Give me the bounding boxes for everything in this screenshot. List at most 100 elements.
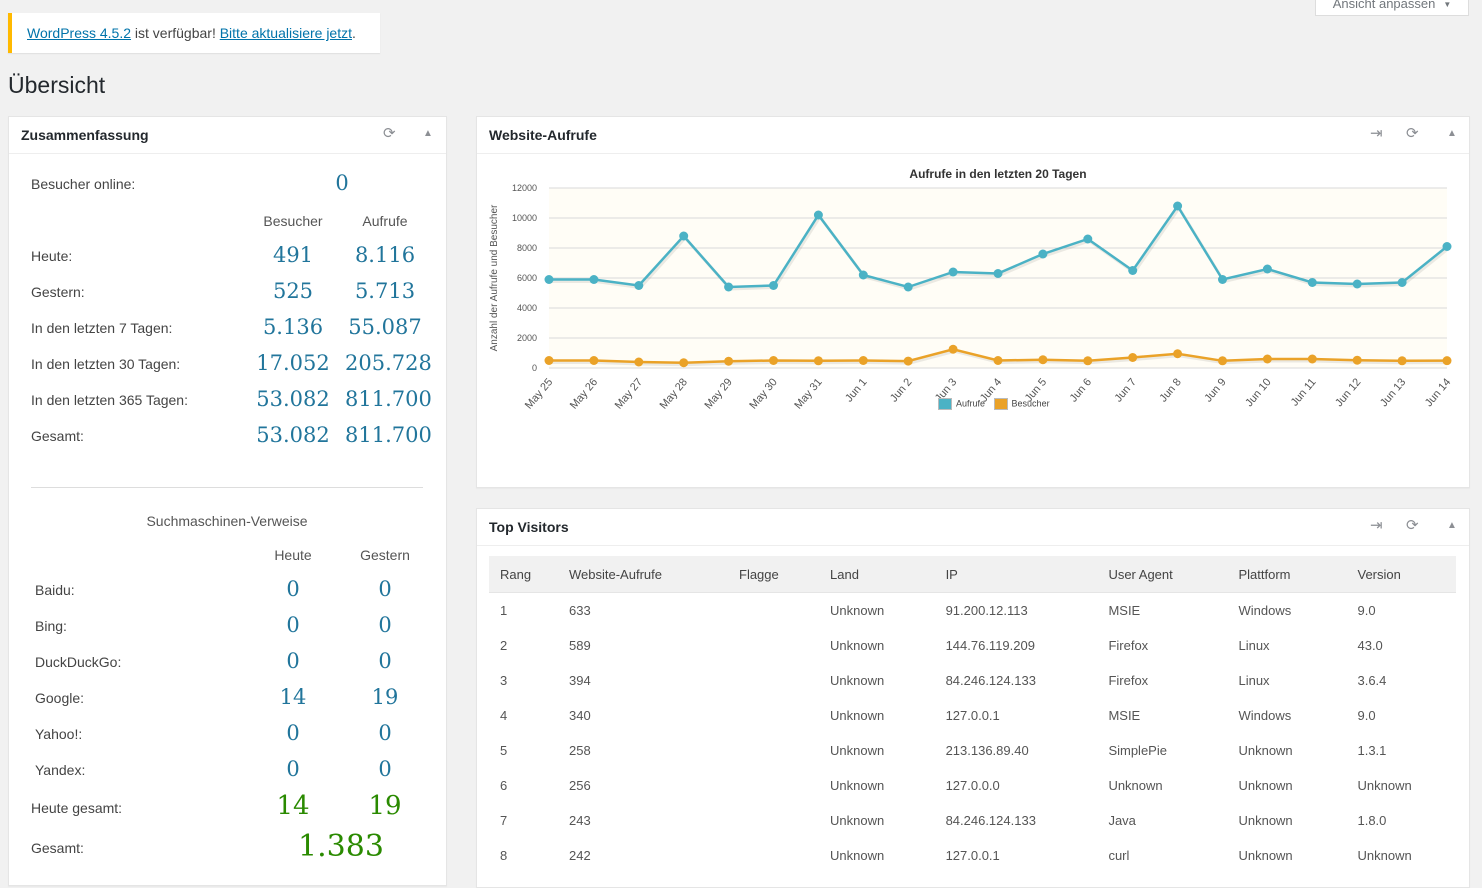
refresh-icon[interactable]: ⟳ (1406, 125, 1419, 142)
collapse-arrow-icon[interactable]: ▲ (423, 128, 433, 139)
data-point (724, 282, 734, 292)
table-cell: Firefox (1108, 673, 1149, 688)
summary-row-views: 8.116 (354, 243, 416, 267)
table-cell: 1 (500, 603, 508, 618)
x-tick-label: May 30 (747, 376, 779, 411)
table-cell: 340 (569, 708, 591, 723)
search-engine-yesterday: 0 (378, 649, 392, 673)
online-value: 0 (335, 171, 349, 195)
search-engine-label: Yahoo!: (35, 726, 83, 742)
legend-label-visitors: Besucher (1011, 398, 1050, 409)
column-header[interactable]: Version (1346, 556, 1456, 593)
today-total-yesterday: 19 (368, 791, 402, 821)
column-header[interactable]: Land (819, 556, 935, 593)
table-row: 3 394 Unknown 84.246.124.133 Firefox Linux 3.6… (489, 663, 1456, 698)
data-point (993, 356, 1003, 365)
column-header[interactable]: Website-Aufrufe (558, 556, 728, 593)
data-point (858, 270, 868, 280)
table-cell: 394 (569, 673, 591, 688)
update-now-link[interactable]: Bitte aktualisiere jetzt (219, 25, 353, 41)
data-point (724, 356, 734, 366)
table-row: 8 242 Unknown 127.0.0.1 curl Unknown Unknown (489, 838, 1456, 873)
collapse-arrow-icon[interactable]: ▲ (1447, 520, 1457, 531)
table-row: 4 340 Unknown 127.0.0.1 MSIE Windows 9.0 (489, 698, 1456, 733)
data-point (1352, 279, 1362, 289)
summary-row-label: Heute: (31, 248, 73, 264)
data-point (589, 275, 599, 284)
summary-row-label: In den letzten 30 Tagen: (31, 356, 181, 372)
data-point (1128, 266, 1138, 275)
refresh-icon[interactable]: ⟳ (383, 125, 396, 142)
table-cell: Unknown (1357, 848, 1412, 863)
data-point (1262, 354, 1272, 364)
table-cell (728, 768, 819, 803)
table-cell: 2 (500, 638, 508, 653)
table-cell: Unknown (1108, 778, 1163, 793)
grand-total-value: 1.383 (298, 829, 384, 864)
table-cell: Unknown (830, 778, 885, 793)
wordpress-version-link[interactable]: WordPress 4.5.2 (27, 25, 132, 41)
table-cell: 633 (569, 603, 591, 618)
hits-chart: 0 2000 4000 6000 8000 10000 12000 Aufrufe in de… (489, 167, 1453, 412)
summary-row-views: 811.700 (345, 387, 432, 411)
x-tick-label: May 29 (703, 376, 735, 411)
column-header[interactable]: IP (934, 556, 1098, 593)
table-cell: 3.6.4 (1357, 673, 1387, 688)
data-point (679, 358, 689, 368)
table-cell (728, 698, 819, 733)
search-engine-today: 0 (286, 613, 300, 637)
search-engine-yesterday: 0 (378, 757, 392, 781)
notice-text: ist verfügbar! (131, 25, 220, 41)
legend-label-views: Aufrufe (956, 398, 986, 409)
y-tick-label: 12000 (512, 183, 537, 193)
column-header[interactable]: Flagge (728, 556, 820, 593)
data-point (1038, 249, 1048, 259)
summary-title: Zusammenfassung (21, 127, 149, 143)
table-cell (728, 733, 819, 768)
table-cell: Unknown (830, 743, 885, 758)
table-cell: Unknown (1238, 848, 1293, 863)
table-cell: Unknown (1238, 743, 1293, 758)
table-cell (728, 663, 819, 698)
col-yesterday-header: Gestern (360, 547, 410, 563)
summary-widget: Zusammenfassung ⟳ ▲ Besucher online: 0 B… (8, 116, 447, 886)
column-header[interactable]: Plattform (1227, 556, 1347, 593)
summary-row-visitors: 53.082 (256, 387, 330, 411)
export-icon[interactable]: ⇥ (1370, 125, 1383, 142)
data-point (1218, 356, 1227, 366)
data-point (813, 210, 823, 220)
table-cell: 589 (569, 638, 591, 653)
collapse-arrow-icon[interactable]: ▲ (1447, 128, 1457, 139)
col-today-header: Heute (274, 547, 312, 563)
screen-options-button[interactable]: Ansicht anpassen ▼ (1315, 0, 1469, 16)
summary-row-label: In den letzten 365 Tagen: (31, 392, 188, 408)
hits-title: Website-Aufrufe (489, 127, 597, 143)
data-point (1173, 349, 1183, 359)
data-point (679, 231, 689, 241)
data-point (769, 281, 778, 290)
table-cell (728, 593, 819, 629)
data-point (589, 356, 599, 365)
table-cell: 4 (500, 708, 508, 723)
refresh-icon[interactable]: ⟳ (1406, 517, 1419, 534)
search-engines-title: Suchmaschinen-Verweise (146, 513, 308, 529)
search-engine-today: 14 (279, 685, 307, 709)
x-tick-label: Jun 1 (843, 376, 869, 404)
export-icon[interactable]: ⇥ (1370, 517, 1383, 534)
y-axis-label: Anzahl der Aufrufe und Besucher (489, 204, 500, 351)
table-cell: 7 (500, 813, 508, 828)
summary-row-label: In den letzten 7 Tagen: (31, 320, 173, 336)
column-header[interactable]: User Agent (1097, 556, 1228, 593)
table-cell: Unknown (830, 848, 885, 863)
hits-widget: Website-Aufrufe ⇥ ⟳ ▲ 0 2000 4000 6000 8000 1… (476, 116, 1470, 488)
x-tick-label: May 31 (792, 376, 824, 411)
data-point (858, 356, 868, 365)
table-cell: Firefox (1108, 638, 1149, 653)
table-cell: Linux (1238, 638, 1270, 653)
data-point (1397, 356, 1407, 366)
update-notice: WordPress 4.5.2 ist verfügbar! Bitte akt… (8, 13, 380, 53)
table-cell: 127.0.0.0 (945, 778, 1000, 793)
table-row: 5 258 Unknown 213.136.89.40 SimplePie Unknown… (489, 733, 1456, 768)
column-header[interactable]: Rang (489, 556, 558, 593)
search-engine-label: DuckDuckGo: (35, 654, 122, 670)
